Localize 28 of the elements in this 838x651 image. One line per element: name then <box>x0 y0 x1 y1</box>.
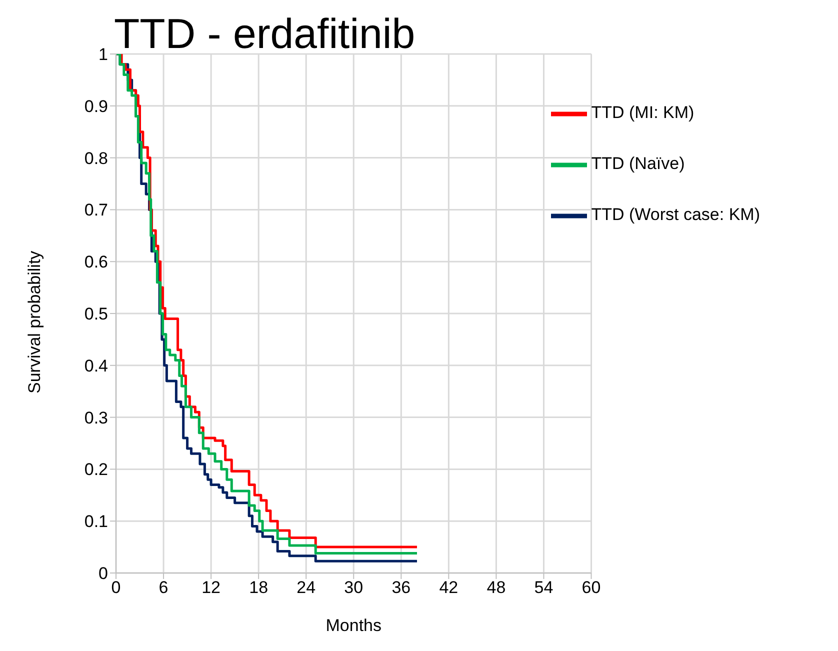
x-tick-label: 60 <box>582 578 601 598</box>
x-tick-label: 30 <box>344 578 364 598</box>
y-tick-label: 0.9 <box>84 96 108 116</box>
chart-title: TTD - erdafitinib <box>114 10 416 58</box>
legend-label: TTD (Worst case: KM) <box>591 205 760 224</box>
y-tick-label: 0 <box>98 564 108 584</box>
y-tick-label: 0.5 <box>84 304 108 324</box>
y-tick-label: 1 <box>98 45 108 64</box>
y-tick-label: 0.8 <box>84 148 108 168</box>
x-tick-label: 6 <box>158 578 168 598</box>
legend-label: TTD (Naïve) <box>591 154 685 173</box>
x-tick-label: 12 <box>202 578 221 598</box>
y-tick-label: 0.4 <box>84 356 108 376</box>
x-tick-label: 36 <box>392 578 411 598</box>
x-tick-label: 24 <box>296 578 316 598</box>
y-tick-label: 0.6 <box>84 252 108 272</box>
x-tick-label: 42 <box>439 578 458 598</box>
x-axis-title: Months <box>326 616 382 635</box>
y-axis-title: Survival probability <box>25 250 44 394</box>
x-tick-label: 48 <box>486 578 506 598</box>
y-tick-label: 0.1 <box>84 512 108 532</box>
legend-label: TTD (MI: KM) <box>591 103 694 122</box>
y-tick-label: 0.7 <box>84 200 108 220</box>
y-tick-label: 0.2 <box>84 460 108 480</box>
y-tick-label: 0.3 <box>84 408 108 428</box>
x-tick-label: 18 <box>249 578 268 598</box>
x-tick-label: 54 <box>534 578 554 598</box>
x-tick-label: 0 <box>111 578 121 598</box>
